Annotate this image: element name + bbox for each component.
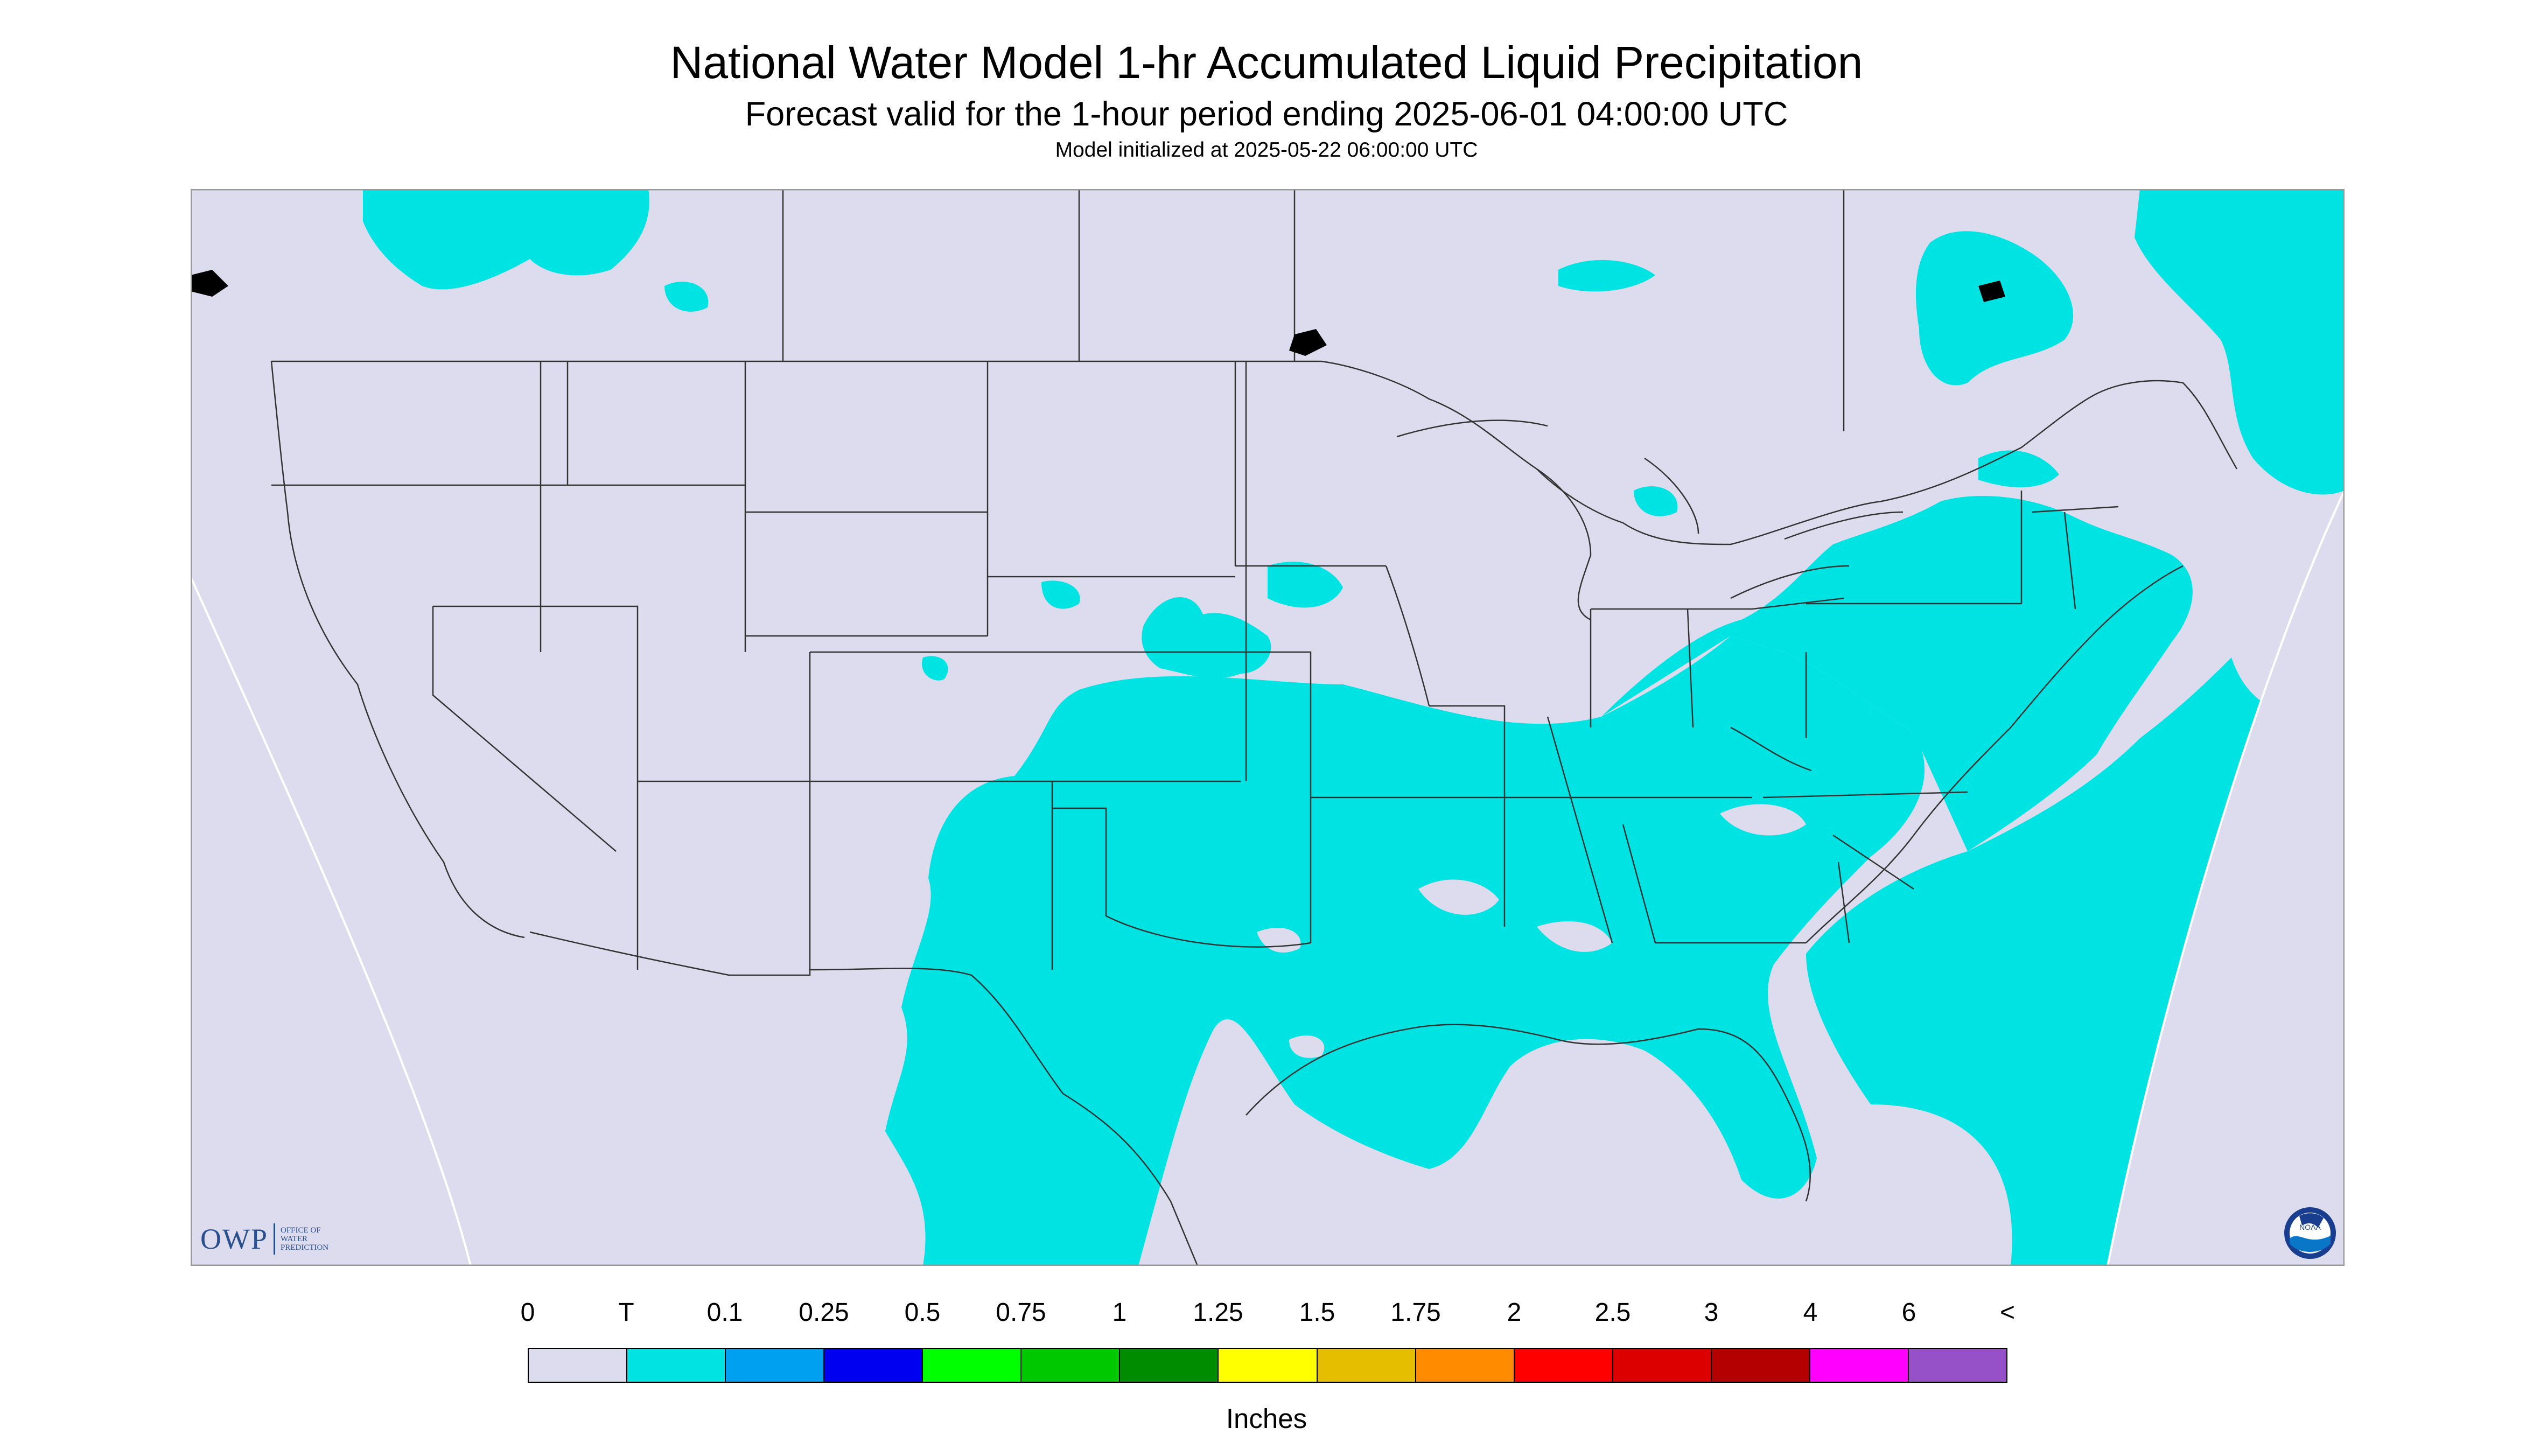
legend-label: T (618, 1298, 634, 1327)
map-title: National Water Model 1-hr Accumulated Li… (670, 37, 1863, 88)
projection-edge-lines (191, 490, 2345, 1266)
us-mexico-border (529, 931, 1199, 1266)
owp-logo-text: OWP (200, 1223, 268, 1255)
legend-label: 4 (1803, 1298, 1818, 1327)
precip-region-northeast (1601, 496, 2193, 851)
east-coast (1806, 565, 2184, 943)
legend-label: 0.5 (904, 1298, 941, 1327)
legend-swatch (1317, 1349, 1416, 1382)
precip-gaps (1257, 804, 1829, 1066)
legend-swatch (1810, 1349, 1909, 1382)
us-canada-border (271, 360, 2238, 545)
map-subtitle: Forecast valid for the 1-hour period end… (745, 95, 1788, 133)
legend-swatch (529, 1349, 628, 1382)
legend-colorbar (528, 1348, 2007, 1383)
legend-swatch (726, 1349, 825, 1382)
gulf-coast (1245, 1024, 1811, 1202)
precip-region-bc (363, 189, 649, 290)
precip-region-michigan (1634, 486, 1678, 516)
legend-label: 1.5 (1299, 1298, 1335, 1327)
precip-region-south-central (885, 636, 1925, 1266)
west-coast (270, 361, 525, 939)
legend-labels: 0 T 0.1 0.25 0.5 0.75 1 1.25 1.5 1.75 2 … (0, 1298, 2533, 1335)
legend-swatch (1613, 1349, 1712, 1382)
legend-label: 6 (1901, 1298, 1916, 1327)
legend-label: < (1999, 1298, 2016, 1327)
legend-label: 1.25 (1193, 1298, 1243, 1327)
legend-swatch (1416, 1349, 1515, 1382)
noaa-logo: NOAA (2284, 1207, 2336, 1259)
precip-region-lake-superior (1558, 260, 1655, 292)
great-lakes (1396, 419, 1904, 621)
precip-region-colorado (922, 656, 948, 681)
projection-edges (191, 491, 2345, 1266)
coastline-details (191, 270, 2005, 356)
legend-label: 1.75 (1390, 1298, 1441, 1327)
legend-label: 2.5 (1594, 1298, 1631, 1327)
legend-label: 0.75 (996, 1298, 1046, 1327)
legend-swatch (1908, 1349, 2006, 1382)
legend-swatch (824, 1349, 923, 1382)
legend-units: Inches (1226, 1403, 1307, 1434)
boundaries (270, 189, 2238, 1266)
precip-region-alberta (664, 282, 709, 312)
precip-region-quebec (1916, 231, 2074, 386)
owp-logo: OWP OFFICE OF WATER PREDICTION (200, 1220, 328, 1258)
legend-label: 2 (1507, 1298, 1522, 1327)
legend-label: 0 (520, 1298, 535, 1327)
svg-text:NOAA: NOAA (2299, 1223, 2321, 1231)
legend-swatch (1021, 1349, 1121, 1382)
legend-swatch (1120, 1349, 1219, 1382)
legend-swatch (1219, 1349, 1318, 1382)
owp-logo-divider (274, 1223, 275, 1255)
legend-swatch (627, 1349, 726, 1382)
legend-swatch (923, 1349, 1022, 1382)
legend-label: 3 (1704, 1298, 1719, 1327)
precip-trace-areas (363, 189, 2345, 1266)
legend-label: 0.25 (799, 1298, 849, 1327)
precip-region-maritimes (2135, 189, 2345, 495)
precip-region-kansas (1142, 597, 1271, 678)
precip-region-nebraska (1041, 580, 1080, 609)
precip-region-atlantic (1806, 657, 2269, 1266)
precipitation-map (191, 189, 2345, 1266)
legend-swatch (1711, 1349, 1810, 1382)
legend-swatch (1514, 1349, 1613, 1382)
precip-region-iowa (1268, 562, 1343, 608)
legend-label: 0.1 (706, 1298, 743, 1327)
owp-logo-subtext: OFFICE OF WATER PREDICTION (281, 1226, 329, 1252)
map-frame (191, 189, 2345, 1266)
precip-region-ontario (1978, 450, 2059, 487)
legend-label: 1 (1112, 1298, 1127, 1327)
model-init-text: Model initialized at 2025-05-22 06:00:00… (1055, 138, 1478, 162)
